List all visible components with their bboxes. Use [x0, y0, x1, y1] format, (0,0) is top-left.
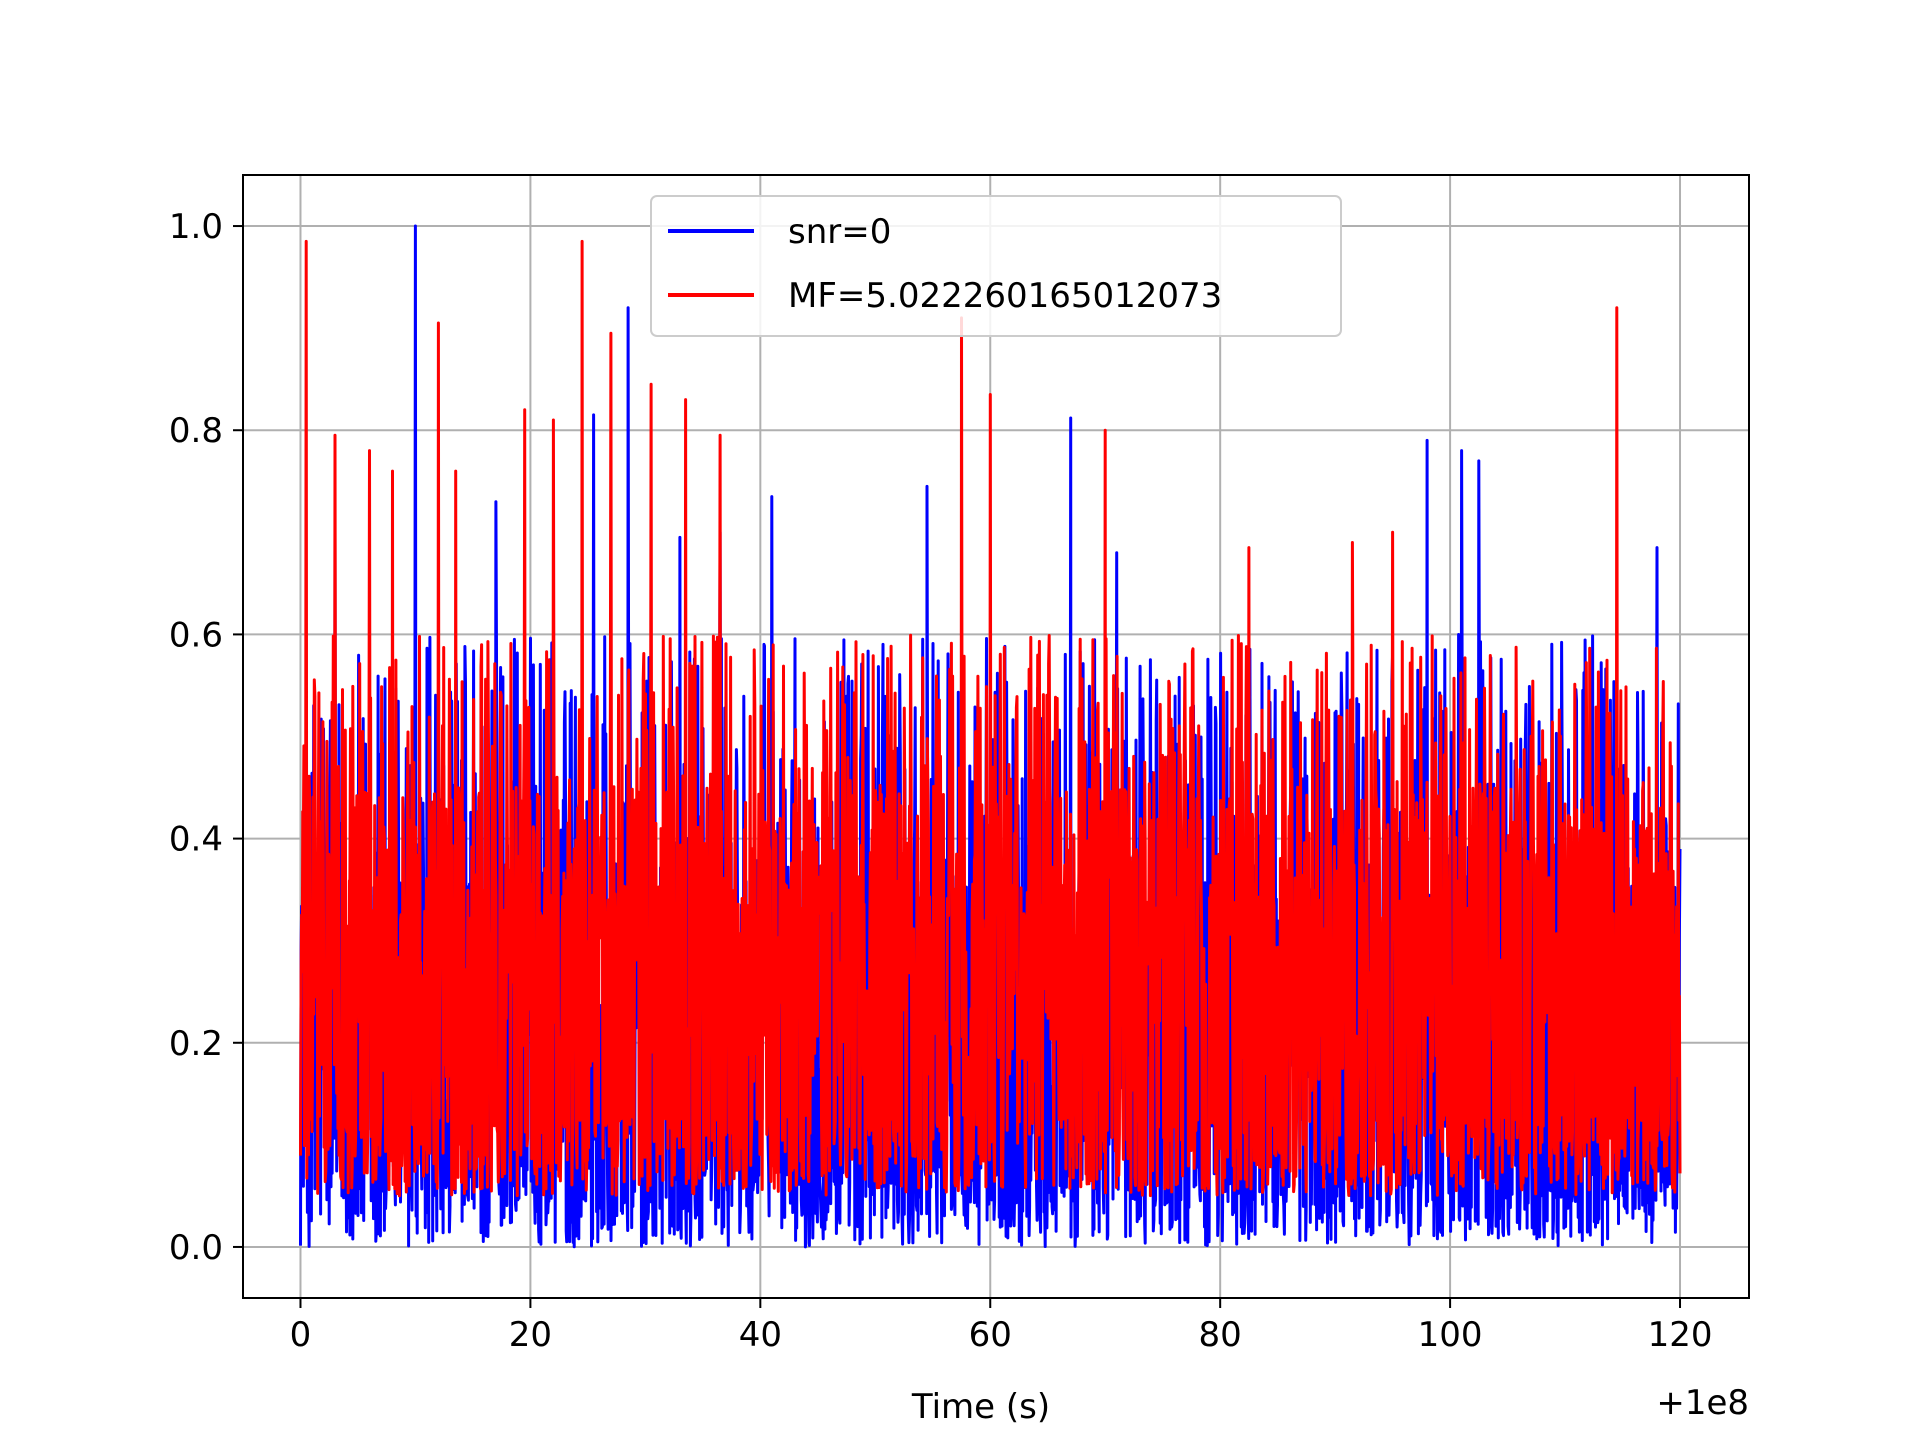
- x-tick-label: 20: [509, 1315, 552, 1355]
- axes-frame: [242, 174, 1750, 1299]
- plot-area: [299, 224, 1682, 1249]
- x-tick-label: 100: [1418, 1315, 1483, 1355]
- legend-label: snr=0: [788, 212, 891, 252]
- y-tick-label: 0.4: [169, 820, 223, 860]
- x-tick-label: 120: [1648, 1315, 1713, 1355]
- ticks: 0 20 40 60 80 100 120 0.0 0.2 0.4 0.6 0.8 1.0: [169, 207, 1713, 1355]
- legend-label: MF=5.022260165012073: [788, 276, 1222, 316]
- y-tick-label: 1.0: [169, 207, 223, 247]
- series-line-1: [299, 239, 1682, 1198]
- y-tick-label: 0.2: [169, 1024, 223, 1064]
- y-tick-label: 0.6: [169, 615, 223, 655]
- x-axis-label: Time (s): [911, 1387, 1050, 1427]
- x-tick-label: 60: [969, 1315, 1012, 1355]
- x-tick-label: 80: [1199, 1315, 1242, 1355]
- y-tick-label: 0.8: [169, 411, 223, 451]
- legend-box: [650, 195, 1342, 337]
- y-tick-label: 0.0: [169, 1228, 223, 1268]
- x-tick-label: 40: [739, 1315, 782, 1355]
- legend: snr=0 MF=5.022260165012073: [650, 195, 1342, 337]
- x-tick-label: 0: [290, 1315, 312, 1355]
- x-axis-offset-label: +1e8: [1656, 1383, 1749, 1423]
